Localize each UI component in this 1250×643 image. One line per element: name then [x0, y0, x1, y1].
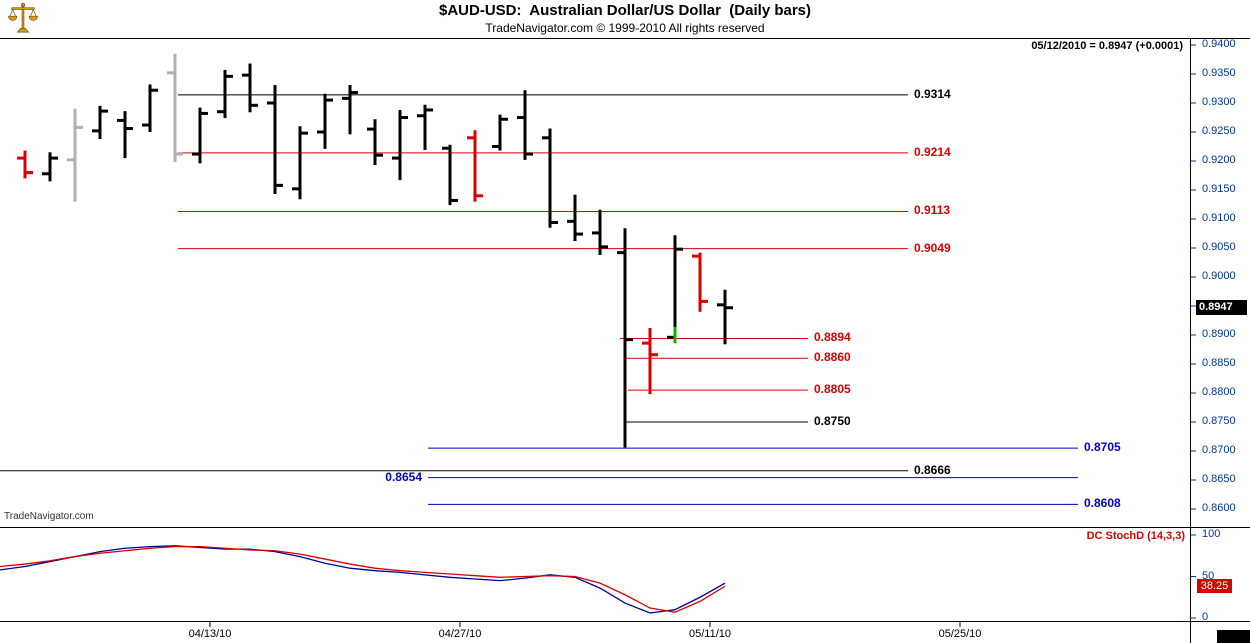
stoch-d-line	[0, 545, 726, 613]
scales-logo-icon	[8, 1, 38, 42]
chart-title: $AUD-USD: Australian Dollar/US Dollar (D…	[438, 2, 812, 19]
watermark-text: TradeNavigator.com	[4, 511, 94, 522]
indicator-label[interactable]: DC StochD (14,3,3)	[1086, 530, 1185, 542]
last-quote-readout: 05/12/2010 = 0.8947 (+0.0001)	[1031, 40, 1183, 52]
indicator-value-badge: 38.25	[1197, 579, 1232, 594]
stoch-k-line	[0, 545, 726, 614]
copyright-line: TradeNavigator.com © 1999-2010 All right…	[485, 21, 765, 35]
last-price-badge: 0.8947	[1196, 300, 1247, 316]
corner-grip[interactable]	[1217, 630, 1250, 643]
